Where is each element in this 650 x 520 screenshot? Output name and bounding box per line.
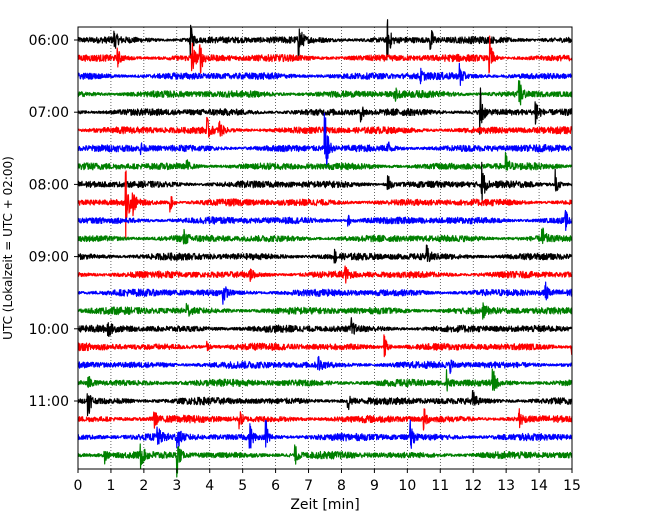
- trace-0830: [77, 209, 573, 232]
- x-tick-label-15: 15: [563, 478, 581, 494]
- trace-0845: [77, 227, 573, 245]
- trace-0930: [77, 281, 573, 305]
- y-tick-label-4: 10:00: [29, 322, 69, 338]
- x-tick-label-11: 11: [431, 478, 449, 494]
- trace-0745: [77, 152, 573, 171]
- trace-0915: [77, 265, 573, 284]
- y-tick-label-1: 07:00: [29, 105, 69, 121]
- trace-1015: [77, 334, 573, 358]
- x-tick-label-14: 14: [530, 478, 548, 494]
- trace-1145: [77, 443, 573, 478]
- x-tick-label-6: 6: [271, 478, 280, 494]
- trace-0900: [77, 244, 573, 264]
- x-tick-label-5: 5: [238, 478, 247, 494]
- seismic-traces: [77, 19, 573, 478]
- x-tick-label-9: 9: [370, 478, 379, 494]
- x-tick-label-0: 0: [74, 478, 83, 494]
- trace-0645: [77, 80, 573, 106]
- trace-1030: [77, 355, 573, 375]
- trace-0800: [77, 161, 573, 205]
- y-tick-label-2: 08:00: [29, 177, 69, 193]
- trace-1115: [77, 408, 573, 431]
- x-tick-label-10: 10: [398, 478, 416, 494]
- trace-0700: [77, 87, 573, 135]
- x-tick-label-4: 4: [205, 478, 214, 494]
- trace-1000: [77, 317, 573, 337]
- trace-0600: [77, 19, 573, 61]
- y-tick-label-0: 06:00: [29, 33, 69, 49]
- trace-0615: [77, 35, 573, 74]
- x-tick-label-8: 8: [337, 478, 346, 494]
- x-tick-label-7: 7: [304, 478, 313, 494]
- trace-0815: [77, 170, 573, 240]
- trace-1045: [77, 368, 573, 392]
- y-tick-label-5: 11:00: [29, 394, 69, 410]
- trace-1130: [77, 419, 573, 449]
- x-axis-label: Zeit [min]: [290, 497, 359, 513]
- x-tick-label-1: 1: [106, 478, 115, 494]
- x-tick-label-3: 3: [172, 478, 181, 494]
- x-tick-label-13: 13: [497, 478, 515, 494]
- trace-0630: [77, 62, 573, 86]
- trace-1100: [77, 390, 573, 417]
- x-tick-label-12: 12: [464, 478, 482, 494]
- trace-0730: [77, 112, 573, 169]
- y-axis-ticks: 06:00 07:00 08:00 09:00 10:00 11:00: [29, 33, 78, 410]
- trace-0945: [77, 302, 573, 320]
- x-tick-label-2: 2: [139, 478, 148, 494]
- y-tick-label-3: 09:00: [29, 250, 69, 266]
- y-axis-label: UTC (Lokalzeit = UTC + 02:00): [1, 156, 15, 340]
- x-axis-ticks: 0 1 2 3 4 5 6 7 8 9 10 11 12 13 14 15: [74, 469, 581, 494]
- plot-frame: [77, 26, 573, 470]
